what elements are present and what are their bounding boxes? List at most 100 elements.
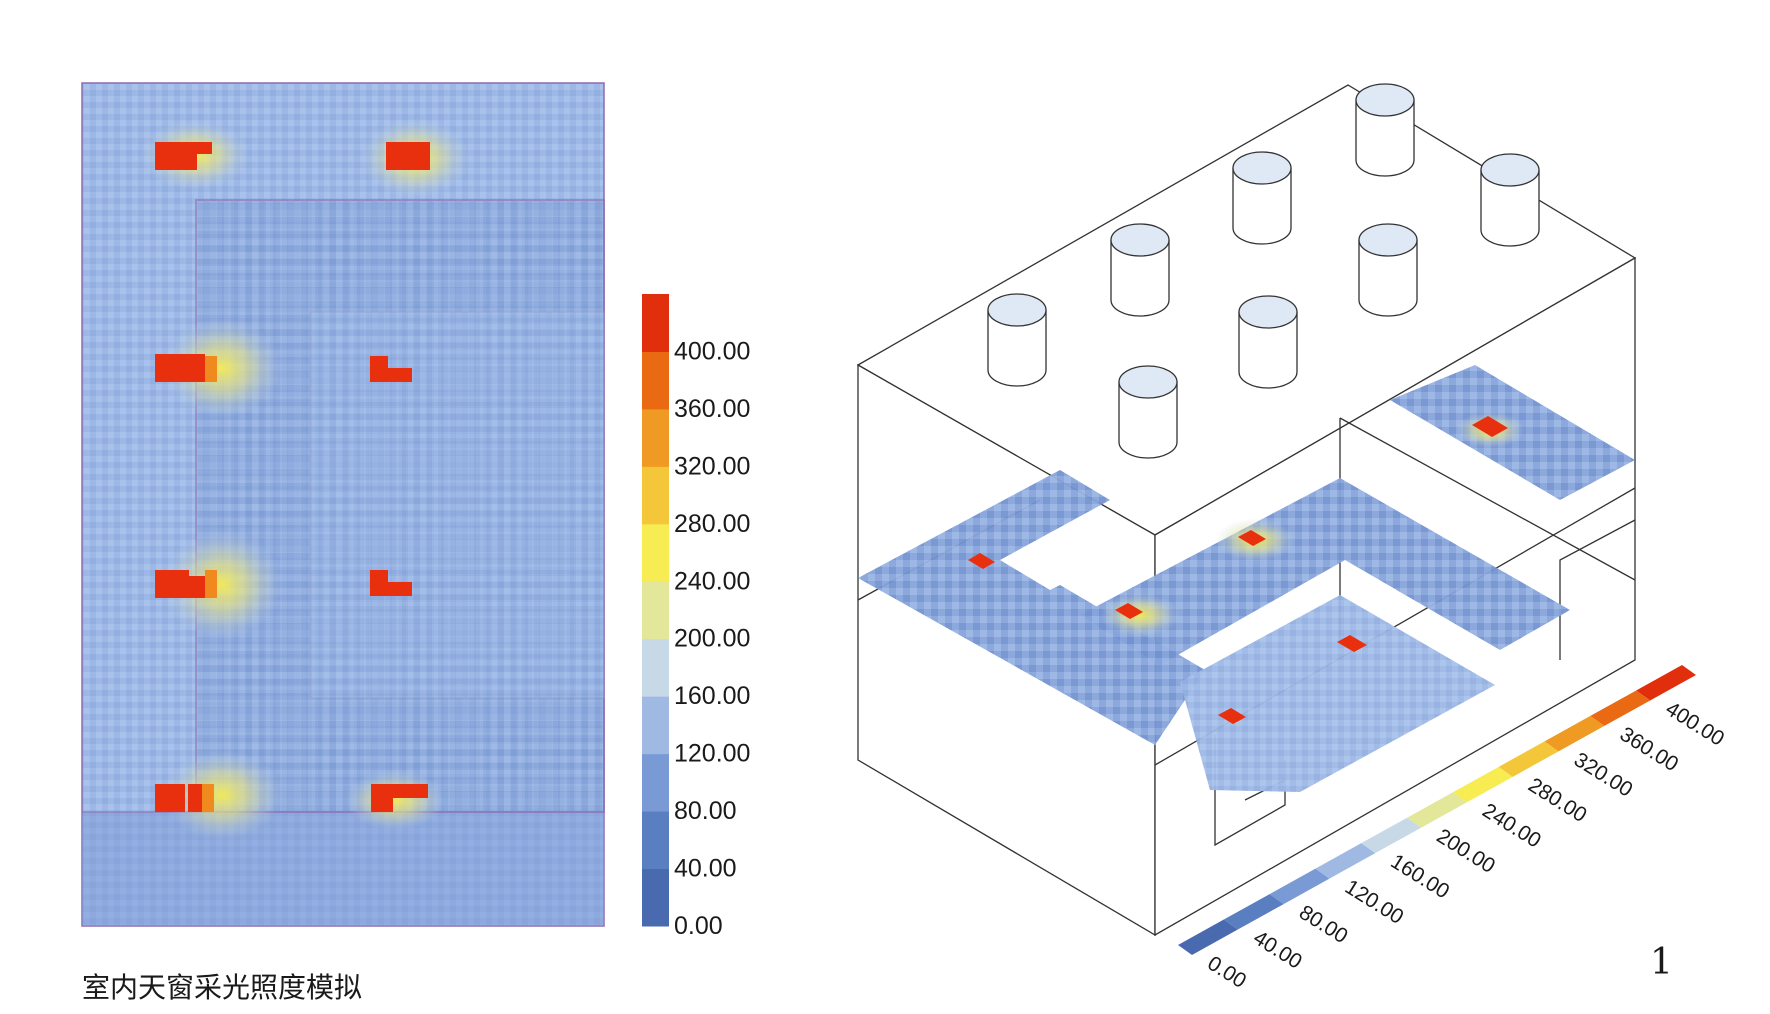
plan-hotspot-edge	[205, 570, 217, 598]
legend-tick-label: 400.00	[674, 337, 750, 365]
plan-hotspot	[388, 582, 412, 596]
plan-core-zone	[309, 311, 605, 699]
plan-hotspot	[189, 576, 205, 598]
legend-tick-label: 80.00	[1295, 901, 1352, 948]
iso-hotspot	[1115, 603, 1143, 619]
iso-glow	[1100, 593, 1180, 637]
legend-tick-label: 360.00	[1616, 723, 1683, 777]
skylight-cylinder-body	[1238, 312, 1298, 389]
legend-tick-label: 200.00	[1432, 824, 1499, 878]
legend-tick-label: 200.00	[674, 625, 750, 653]
legend-swatch	[1269, 868, 1330, 905]
plan-hotspot-edge	[205, 356, 217, 382]
skylight-cylinders	[987, 83, 1540, 459]
legend-swatch	[642, 466, 669, 525]
iso-hotspot	[1218, 708, 1246, 724]
legend-tick-label: 360.00	[674, 395, 750, 423]
legend-tick-label: 40.00	[674, 855, 737, 883]
plan-hotspot	[370, 356, 388, 382]
legend-swatch	[642, 351, 669, 410]
skylight-cylinder-body	[987, 310, 1047, 387]
skylight-cylinder-body	[1358, 240, 1418, 317]
plan-glow	[162, 318, 282, 418]
legend-swatch	[1315, 843, 1376, 879]
heatmap-plane-lower	[1180, 595, 1495, 792]
plan-view	[81, 82, 605, 927]
plan-hotspot	[371, 784, 393, 812]
plan-hotspot	[155, 142, 197, 170]
plan-glow	[162, 750, 282, 840]
legend-tick-label: 0.00	[674, 912, 723, 940]
plan-hotspot	[188, 784, 202, 812]
figure-caption: 室内天窗采光照度模拟	[82, 971, 363, 1004]
legend-tick-label: 400.00	[1662, 697, 1729, 751]
legend-tick-label: 120.00	[674, 740, 750, 768]
plan-hotspot	[155, 570, 189, 598]
legend-tick-label: 120.00	[1341, 875, 1408, 929]
skylight-cylinder-body	[1480, 170, 1540, 247]
page-number: 1	[1650, 942, 1673, 983]
legend-tick-label: 320.00	[1570, 748, 1637, 802]
legend-swatch	[1452, 766, 1513, 803]
legend-swatch	[1361, 817, 1422, 854]
legend-tick-label: 280.00	[674, 510, 750, 538]
skylight-cylinder-body	[1110, 240, 1170, 317]
skylight-cylinder-body	[1355, 100, 1415, 177]
plan-hotspot	[386, 142, 430, 170]
plan-bottom-band	[82, 812, 604, 926]
legend-tick-label: 160.00	[1387, 850, 1454, 904]
legend-tick-label: 320.00	[674, 452, 750, 480]
legend-swatch	[642, 753, 669, 812]
legend-tick-label: 80.00	[674, 797, 737, 825]
legend-swatch	[1544, 715, 1605, 752]
heatmap-plane-middle	[1080, 478, 1570, 665]
plan-hotspot-edge	[202, 784, 214, 812]
plan-hotspot	[197, 142, 212, 154]
legend-swatch	[1498, 741, 1559, 777]
skylight-cylinder-body	[1118, 382, 1178, 459]
legend-swatch	[642, 523, 669, 582]
vertical-legend: 0.00 40.00 80.00 120.00 160.00 200.00 240.00 28…	[642, 294, 750, 940]
legend-tick-label: 280.00	[1524, 774, 1591, 828]
skylight-cylinder-top	[1238, 295, 1298, 329]
legend-swatch	[1178, 919, 1238, 955]
plan-glow	[345, 770, 445, 830]
isometric-view	[856, 83, 1637, 937]
legend-swatch	[642, 408, 669, 467]
skylight-cylinder-top	[1118, 365, 1178, 399]
legend-tick-label: 160.00	[674, 682, 750, 710]
legend-swatch	[1407, 792, 1467, 828]
legend-tick-label: 240.00	[1478, 799, 1545, 853]
skylight-cylinder-top	[1110, 223, 1170, 257]
legend-swatch	[642, 581, 669, 640]
iso-hotspot	[1472, 416, 1508, 437]
plan-hotspot	[393, 784, 428, 798]
legend-tick-label: 0.00	[1203, 952, 1250, 993]
iso-hotspot	[968, 553, 995, 569]
iso-hotspot	[1337, 635, 1367, 652]
legend-swatch	[1636, 665, 1696, 701]
legend-swatch	[642, 868, 669, 927]
skylight-cylinder-body	[1232, 168, 1292, 245]
legend-tick-label: 240.00	[674, 567, 750, 595]
skylight-cylinder-top	[1355, 83, 1415, 117]
legend-swatch	[1223, 894, 1284, 930]
plan-hotspot	[155, 354, 205, 382]
skylight-cylinder-top	[1358, 223, 1418, 257]
legend-swatch	[642, 638, 669, 697]
skylight-cylinder-top	[987, 293, 1047, 327]
plan-hotspot	[370, 570, 388, 596]
legend-swatch	[642, 696, 669, 755]
plan-hotspot	[155, 784, 185, 812]
legend-swatch	[642, 294, 669, 352]
iso-hotspot	[1238, 530, 1266, 546]
legend-tick-label: 40.00	[1249, 926, 1306, 973]
heatmap-plane-left	[858, 470, 1205, 745]
skylight-cylinder-top	[1232, 151, 1292, 185]
plan-hotspot	[388, 368, 412, 382]
legend-swatch	[642, 811, 669, 870]
legend-swatch	[1590, 690, 1651, 726]
plan-glow	[162, 530, 282, 640]
skylight-cylinder-top	[1480, 153, 1540, 187]
